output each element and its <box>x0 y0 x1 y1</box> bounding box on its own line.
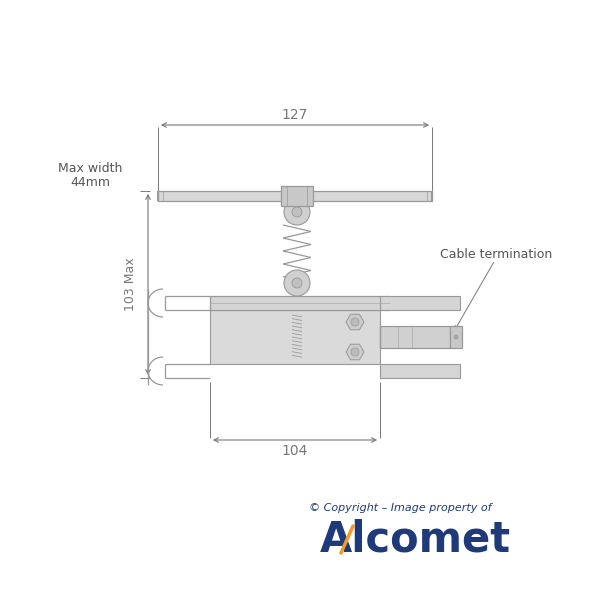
Bar <box>210 296 390 310</box>
Text: 103 Max: 103 Max <box>124 257 137 311</box>
Bar <box>380 364 460 378</box>
Circle shape <box>284 270 310 296</box>
Text: © Copyright – Image property of: © Copyright – Image property of <box>309 503 491 513</box>
Bar <box>210 310 380 364</box>
Bar <box>158 191 432 201</box>
Circle shape <box>284 199 310 225</box>
Circle shape <box>351 348 359 356</box>
Bar <box>281 186 313 206</box>
Circle shape <box>351 318 359 326</box>
Text: Alcomet: Alcomet <box>319 519 511 561</box>
Text: 44mm: 44mm <box>70 175 110 188</box>
Text: 104: 104 <box>282 444 308 458</box>
Text: Cable termination: Cable termination <box>440 248 552 262</box>
Bar <box>450 326 462 348</box>
Circle shape <box>454 335 458 339</box>
Circle shape <box>292 207 302 217</box>
Bar <box>380 326 450 348</box>
Text: Max width: Max width <box>58 161 122 175</box>
Circle shape <box>292 278 302 288</box>
Text: 127: 127 <box>282 108 308 122</box>
Bar <box>380 296 460 310</box>
